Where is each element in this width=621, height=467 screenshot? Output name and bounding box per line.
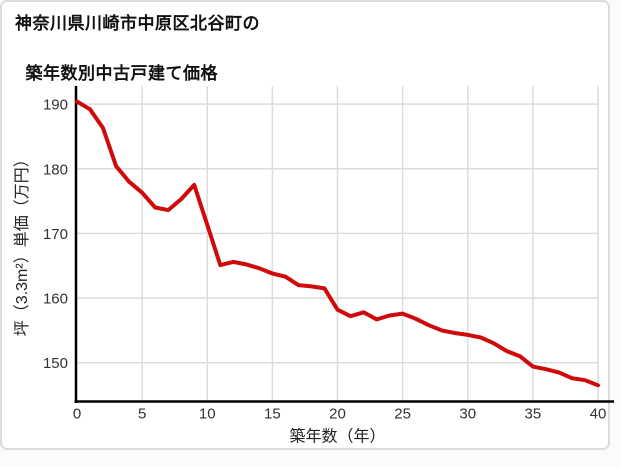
chart-card: 神奈川県川崎市中原区北谷町の 築年数別中古戸建て価格 150 160 170 180 1…	[0, 0, 614, 450]
y-tick-label: 180	[43, 161, 68, 178]
y-tick-label: 150	[43, 355, 68, 372]
x-tick-label: 40	[590, 406, 607, 423]
y-tick-label: 170	[43, 226, 68, 243]
x-tick-label: 35	[525, 406, 542, 423]
x-tick-label: 10	[199, 406, 216, 423]
x-axis-title: 築年数（年）	[289, 428, 385, 446]
x-tick-label: 5	[138, 406, 146, 423]
chart-title-line2: 築年数別中古戸建て価格	[25, 64, 218, 83]
chart-title: 神奈川県川崎市中原区北谷町の 築年数別中古戸建て価格	[15, 11, 260, 86]
chart-title-line1: 神奈川県川崎市中原区北谷町の	[15, 14, 260, 33]
price-line	[75, 99, 600, 388]
x-tick-label: 20	[329, 406, 346, 423]
x-tick-label: 15	[264, 406, 281, 423]
x-tick-label: 0	[73, 406, 81, 423]
y-axis-title: 坪（3.3m²）単価（万円）	[13, 151, 31, 336]
x-tick-label: 30	[459, 406, 476, 423]
x-tick-label: 25	[394, 406, 411, 423]
y-tick-label: 160	[43, 291, 68, 308]
y-tick-label: 190	[43, 97, 68, 114]
